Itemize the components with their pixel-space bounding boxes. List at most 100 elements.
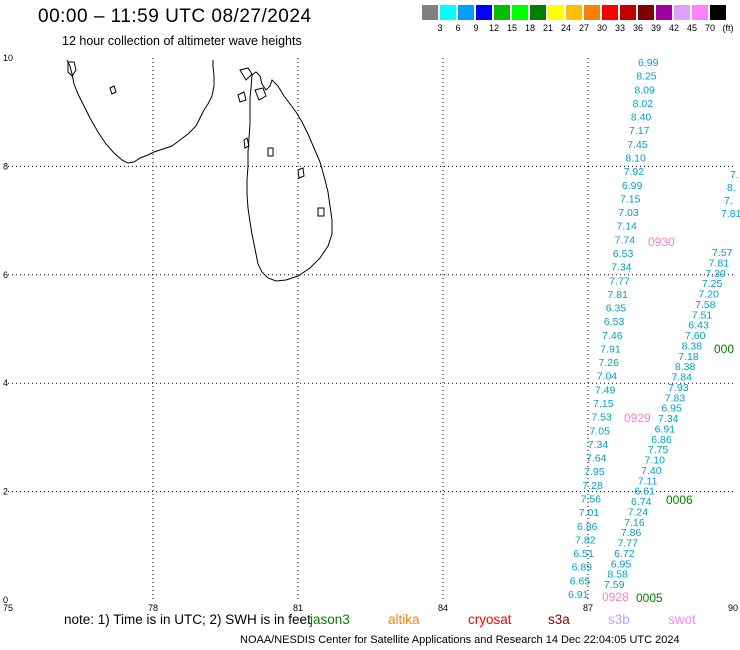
colorbar-label: 30 — [596, 23, 607, 33]
wave-height-value: 6.89 — [572, 562, 593, 574]
wave-height-value: 7.39 — [705, 268, 726, 280]
wave-height-value: 8.09 — [634, 84, 655, 96]
wave-height-value: 7.15 — [620, 193, 641, 205]
colorbar-label: 27 — [578, 23, 589, 33]
wave-height-value: 6.99 — [638, 57, 659, 69]
map-grid — [8, 58, 733, 600]
wave-height-value: 7.77 — [609, 275, 630, 287]
colorbar-swatch — [674, 5, 690, 20]
wave-height-value: 6.86 — [577, 521, 598, 533]
longitude-tick-label: 84 — [438, 603, 448, 613]
pass-time-label: 0929 — [624, 411, 651, 425]
wave-height-value: 6.95 — [611, 558, 632, 570]
colorbar-label: 12 — [488, 23, 499, 33]
colorbar-swatch — [494, 5, 510, 20]
latitude-tick-label: 2 — [3, 487, 8, 497]
island-outline — [317, 207, 325, 217]
colorbar-label: (ft) — [722, 23, 734, 33]
footnote: note: 1) Time is in UTC; 2) SWH is in fe… — [64, 612, 311, 627]
latitude-tick-label: 6 — [3, 270, 8, 280]
pass-time-labels: 0930 0929 0928 0006 0005 000 — [602, 235, 734, 605]
wave-height-value: 7.10 — [645, 455, 666, 467]
wave-height-value: 8.10 — [625, 152, 646, 164]
axis-labels: 75 78 81 84 87 90 0 2 4 6 8 10 — [3, 53, 738, 613]
coastline — [66, 59, 333, 282]
island-outline — [239, 67, 253, 81]
pass-time-label: 000 — [714, 342, 734, 356]
wave-height-value: 7.74 — [615, 234, 636, 246]
wave-height-value: 6.61 — [634, 486, 655, 498]
legend-entry-s3a: s3a — [548, 612, 570, 627]
longitude-tick-label: 87 — [583, 603, 593, 613]
island-outline — [237, 91, 247, 103]
wave-height-value: 7.25 — [702, 278, 723, 290]
colorbar-swatch — [638, 5, 654, 20]
colorbar-label: 21 — [542, 23, 553, 33]
colorbar-label: 15 — [506, 23, 517, 33]
legend-entry-swot: swot — [668, 612, 696, 627]
wave-height-value: 6.53 — [604, 316, 625, 328]
colorbar-swatch — [548, 5, 564, 20]
colorbar-label: 33 — [614, 23, 625, 33]
wave-height-value: 6.65 — [570, 575, 591, 587]
legend-entry-jason3: jason3 — [310, 612, 350, 627]
longitude-tick-label: 78 — [148, 603, 158, 613]
wave-height-value: 8.40 — [631, 112, 652, 124]
credit-line: NOAA/NESDIS Center for Satellite Applica… — [240, 634, 680, 646]
wave-height-value: 7.14 — [616, 221, 637, 233]
altimeter-track-b: 7.577.817.397.257.207.587.516.437.608.38… — [604, 169, 740, 591]
wave-height-value: 7.93 — [668, 382, 689, 394]
wave-height-value: 7.86 — [621, 527, 642, 539]
wave-height-value: 7.05 — [590, 425, 611, 437]
wave-height-value: 7.83 — [665, 392, 686, 404]
wave-height-value: 7.28 — [582, 480, 603, 492]
wave-height-value: 6.74 — [631, 496, 652, 508]
colorbar-label: 18 — [524, 23, 535, 33]
wave-height-value: 6.72 — [614, 548, 635, 560]
map-title: 00:00 – 11:59 UTC 08/27/2024 — [38, 6, 312, 27]
latitude-tick-label: 4 — [3, 378, 8, 388]
island-outline — [109, 85, 117, 95]
wave-height-value: 7.18 — [678, 351, 699, 363]
wave-height-value: 7.51 — [692, 309, 713, 321]
colorbar-label: 42 — [668, 23, 679, 33]
colorbar-swatch — [584, 5, 600, 20]
wave-height-value: 8.02 — [633, 98, 654, 110]
wave-height-value: 7.57 — [712, 247, 733, 259]
colorbar-swatch — [530, 5, 546, 20]
wave-height-value: 7.58 — [695, 299, 716, 311]
colorbar-label: 3 — [437, 23, 443, 33]
wave-height-value: 7.56 — [581, 494, 602, 506]
wave-height-value: 7.95 — [584, 466, 605, 478]
wave-height-value: 7.01 — [579, 507, 600, 519]
colorbar-swatch — [440, 5, 456, 20]
wave-height-value: 7.45 — [627, 139, 648, 151]
legend-entry-s3b: s3b — [608, 612, 630, 627]
colorbar-label: 6 — [455, 23, 461, 33]
wave-height-value: 7.75 — [648, 444, 669, 456]
wave-height-value: 6.35 — [606, 303, 627, 315]
colorbar-label: 45 — [686, 23, 697, 33]
wave-height-value: 6.43 — [688, 320, 709, 332]
pass-time-label: 0930 — [648, 235, 675, 249]
wave-height-value: 7.81 — [721, 208, 740, 220]
wave-height-value: 6.91 — [655, 423, 676, 435]
colorbar-label: 36 — [632, 23, 643, 33]
colorbar-swatch — [692, 5, 708, 20]
legend-entry-cryosat: cryosat — [468, 612, 512, 627]
legend-entry-altika: altika — [388, 612, 420, 627]
wave-height-value: 7.53 — [591, 412, 612, 424]
wave-height-value: 7.77 — [618, 538, 639, 550]
island-outline — [254, 87, 267, 101]
wave-height-value: 7.82 — [575, 534, 596, 546]
wave-height-value: 7.04 — [597, 371, 618, 383]
wave-height-value: 7.03 — [618, 207, 639, 219]
colorbar-label: 70 — [704, 23, 715, 33]
sri-lanka-coastline — [246, 71, 333, 282]
wave-height-value: 7.11 — [638, 475, 658, 487]
island-outline — [243, 137, 250, 149]
latitude-tick-label: 10 — [3, 53, 13, 63]
longitude-tick-label: 81 — [293, 603, 303, 613]
wave-height-value: 7.49 — [595, 384, 616, 396]
colorbar-swatch — [566, 5, 582, 20]
